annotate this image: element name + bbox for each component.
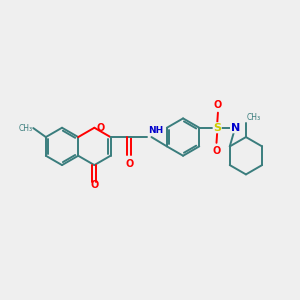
Text: O: O xyxy=(125,159,133,169)
Text: O: O xyxy=(212,146,220,156)
Text: CH₃: CH₃ xyxy=(18,124,33,133)
Text: CH₃: CH₃ xyxy=(247,112,261,122)
Text: O: O xyxy=(214,100,222,110)
Text: N: N xyxy=(230,123,240,133)
Text: O: O xyxy=(90,180,98,190)
Text: O: O xyxy=(97,123,105,133)
Text: S: S xyxy=(213,123,221,133)
Text: NH: NH xyxy=(148,126,164,135)
